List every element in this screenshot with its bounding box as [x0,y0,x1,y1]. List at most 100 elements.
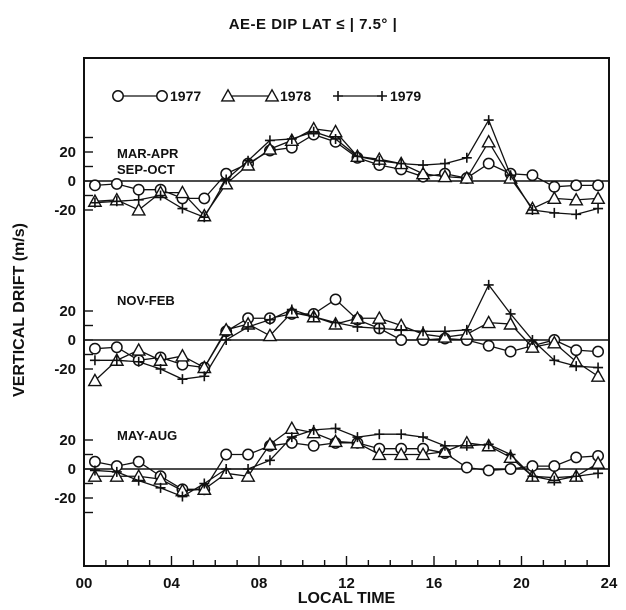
data-point-1979 [396,324,407,335]
data-point-1979 [177,374,188,385]
data-point-1977 [110,177,123,190]
data-point-1979 [177,203,188,214]
data-point-1979 [593,203,604,214]
data-series [87,115,606,502]
x-tick-label: 08 [251,575,268,592]
legend-marker-1979 [333,91,343,101]
data-point-1979 [330,423,341,434]
data-point-1979 [439,440,450,451]
zero-lines [84,180,609,470]
data-point-1979 [505,449,516,460]
data-point-1977 [504,463,517,475]
y-tick-label: 0 [68,332,76,349]
x-tick-label: 04 [163,575,180,592]
chart-title: AE-E DIP LAT ≤ | 7.5° | [228,16,398,33]
series-line-1979 [94,283,599,380]
data-point-1978 [87,468,103,482]
series-line-1979 [94,118,599,219]
data-point-1977 [220,448,233,461]
data-point-1978 [87,372,103,387]
data-point-1978 [568,192,584,206]
data-point-1977 [526,169,539,182]
data-point-1978 [503,316,518,330]
data-point-1979 [505,308,516,319]
legend-marker-1977 [112,90,124,102]
data-point-1978 [371,310,387,324]
data-point-1978 [546,335,562,349]
data-point-1979 [133,475,144,486]
data-point-1978 [328,433,343,448]
data-point-1979 [593,468,604,479]
data-point-1979 [396,158,407,169]
legend-label-1978: 1978 [280,88,311,104]
data-point-1979 [527,471,538,482]
axis-ticks: 20 0 -20 20 0 -20 20 0 -20 00 04 08 12 16 20 24 [54,136,618,592]
data-point-1977 [329,293,342,306]
data-point-1979 [418,326,429,337]
x-tick-label: 00 [76,575,93,592]
data-point-1977 [460,461,473,474]
data-point-1978 [525,339,540,353]
data-point-1978 [546,190,562,205]
series-line-1979 [94,427,599,498]
data-point-1979 [549,355,560,366]
data-point-1977 [88,455,101,468]
data-point-1979 [243,155,254,166]
data-point-1977 [482,464,495,477]
legend-marker-1977 [156,90,168,102]
data-point-1977 [110,341,123,354]
data-point-1979 [133,356,144,367]
x-tick-label: 20 [513,575,530,592]
data-point-1978 [437,443,453,458]
data-point-1979 [243,321,254,332]
data-point-1979 [571,471,582,482]
data-point-1978 [218,322,234,336]
data-point-1979 [133,194,144,205]
series-line-1977 [94,298,599,369]
y-tick-label: -20 [54,361,76,378]
legend-marker-1978 [220,88,236,102]
data-point-1977 [482,157,495,170]
plot-frame [83,57,610,567]
data-point-1978 [371,446,387,461]
data-point-1978 [481,134,497,148]
data-point-1979 [177,491,188,502]
data-point-1979 [352,321,363,332]
x-tick-label: 24 [601,575,618,592]
data-point-1979 [308,311,319,322]
data-point-1979 [264,135,275,146]
panel-label: NOV-FEB [117,293,175,308]
series-line-1978 [94,311,599,382]
data-point-1979 [571,361,582,372]
data-point-1979 [505,170,516,181]
data-point-1978 [437,169,453,183]
data-point-1977 [132,455,145,468]
data-point-1979 [330,133,341,144]
data-point-1979 [89,355,100,366]
panel-label: MAY-AUG [117,428,177,443]
legend: 1977 1978 1979 [112,88,421,104]
data-point-1979 [330,317,341,328]
data-point-1979 [308,424,319,435]
x-tick-label: 12 [338,575,355,592]
data-point-1979 [155,364,166,374]
data-point-1979 [527,335,538,345]
legend-label-1979: 1979 [390,88,421,104]
data-point-1977 [88,179,101,192]
data-point-1977 [548,180,561,193]
data-point-1979 [527,205,538,215]
data-point-1977 [570,451,583,464]
y-tick-label: -20 [54,202,76,219]
data-point-1979 [308,126,319,137]
data-point-1979 [243,464,254,474]
data-point-1978 [459,170,475,184]
data-point-1977 [592,179,605,192]
data-point-1978 [415,166,431,180]
data-point-1979 [418,432,429,443]
data-point-1978 [415,446,431,461]
data-point-1977 [198,192,211,205]
y-tick-label: 20 [59,303,76,320]
data-point-1978 [196,481,212,495]
